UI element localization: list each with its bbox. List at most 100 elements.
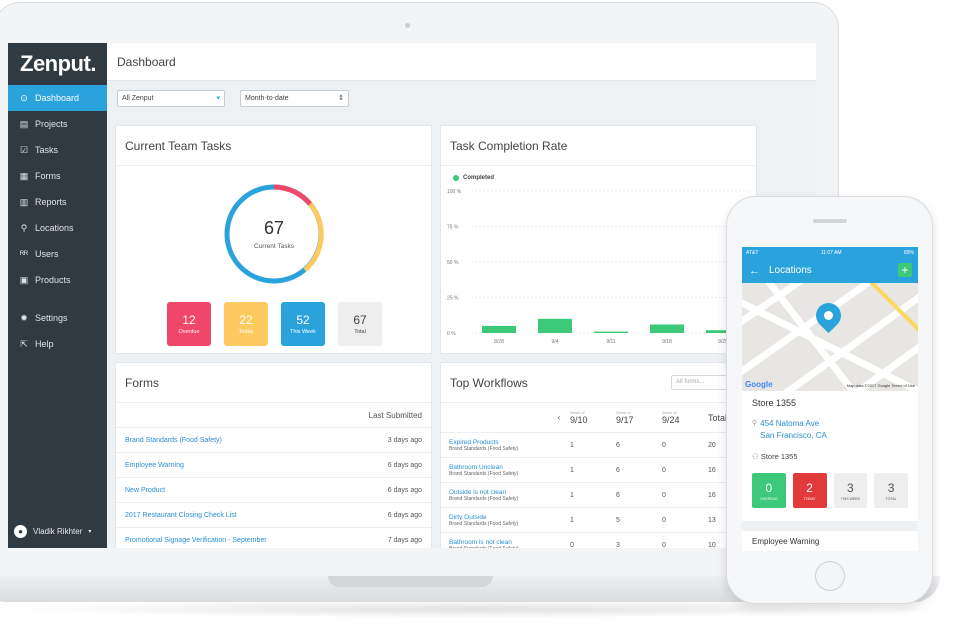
forms-card: Forms Last Submitted Brand Standards (Fo… xyxy=(115,362,432,548)
phone-tile-today[interactable]: 2 TODAY xyxy=(792,473,827,508)
sidebar-item-projects[interactable]: ▤ Projects xyxy=(8,111,107,137)
table-row[interactable]: Bathroom Unclean Brand Standards (Food Sa… xyxy=(441,458,756,483)
workflow-name[interactable]: Dirty Outside xyxy=(449,513,487,521)
legend-swatch xyxy=(453,175,459,181)
form-name[interactable]: 2017 Restaurant Closing Check List xyxy=(125,511,237,519)
tile-this-week[interactable]: 52 This Week xyxy=(281,302,325,346)
store-icon: ⚇ xyxy=(752,452,761,461)
workflow-name[interactable]: Bathroom Unclean xyxy=(449,463,503,471)
chart-bar[interactable] xyxy=(538,318,572,333)
workflow-name[interactable]: Bathroom is not clean xyxy=(449,538,512,546)
tile-label: Total xyxy=(354,329,366,335)
table-row[interactable]: 2017 Restaurant Closing Check List 6 days… xyxy=(116,503,431,528)
main-content: Dashboard All Zenput ▾ Month-to-date ⇕ Cur… xyxy=(107,43,816,548)
google-logo: Google xyxy=(745,380,773,389)
table-row[interactable]: Employee Warning 6 days ago xyxy=(116,453,431,478)
y-tick-label: 50 % xyxy=(447,260,459,266)
sidebar-item-locations[interactable]: ⚲ Locations xyxy=(8,215,107,241)
donut-total: 67 xyxy=(264,218,284,238)
sidebar-item-forms[interactable]: ▦ Forms xyxy=(8,163,107,189)
phone-tile-total[interactable]: 3 TOTAL xyxy=(874,473,908,508)
week-count: 1 xyxy=(570,441,574,449)
carrier: AT&T xyxy=(746,249,759,256)
x-tick-label: 9/18 xyxy=(662,339,672,345)
sidebar-item-help[interactable]: ⇱ Help xyxy=(8,331,107,357)
donut-segment-today xyxy=(303,202,324,272)
tile-value: 52 xyxy=(296,313,310,327)
app-logo[interactable]: Zenput. xyxy=(20,51,96,76)
tile-overdue[interactable]: 12 Overdue xyxy=(167,302,211,346)
sidebar-item-label: Settings xyxy=(35,313,68,323)
table-row[interactable]: Brand Standards (Food Safety) 3 days ago xyxy=(116,428,431,453)
table-row[interactable]: Outside is not clean Brand Standards (Foo… xyxy=(441,483,756,508)
help-icon: ⇱ xyxy=(20,338,28,349)
tile-value: 67 xyxy=(353,313,367,327)
address-line2: San Francisco, CA xyxy=(760,431,827,440)
workflows-table: ‹ Week of 9/10 Week of 9/17 Week of 9/24 To… xyxy=(441,403,756,548)
sidebar-item-tasks[interactable]: ☑ Tasks xyxy=(8,137,107,163)
week-count: 0 xyxy=(570,541,574,549)
table-row[interactable]: Dirty Outside Brand Standards (Food Safet… xyxy=(441,508,756,533)
reports-icon: ▥ xyxy=(19,196,29,207)
form-name[interactable]: Brand Standards (Food Safety) xyxy=(125,436,222,444)
tile-label: This Week xyxy=(290,329,316,335)
table-row[interactable]: Expired Products Brand Standards (Food Sa… xyxy=(441,433,756,458)
user-menu[interactable]: ● Vladik Rikhter ▾ xyxy=(14,525,91,538)
store-card: Store 1355 ⚲ 454 Natoma Ave San Francisco… xyxy=(742,391,918,508)
workflow-name[interactable]: Expired Products xyxy=(449,438,499,446)
sidebar-item-label: Products xyxy=(35,275,71,285)
workflow-name[interactable]: Outside is not clean xyxy=(449,488,507,496)
week-count: 0 xyxy=(662,516,666,524)
chart-bar[interactable] xyxy=(650,324,684,333)
workflow-cell: Dirty Outside Brand Standards (Food Safet… xyxy=(441,514,548,527)
form-last-submitted: 6 days ago xyxy=(387,511,422,519)
y-tick-label: 100 % xyxy=(447,189,462,195)
store-label: Store 1355 xyxy=(760,452,798,461)
chart-bar[interactable] xyxy=(594,331,628,333)
sidebar-item-dashboard[interactable]: ⊙ Dashboard xyxy=(8,85,107,111)
phone-divider xyxy=(742,521,918,531)
form-name[interactable]: Promotional Signage Verification - Septe… xyxy=(125,536,267,544)
tile-total[interactable]: 67 Total xyxy=(338,302,382,346)
table-row[interactable]: New Product 6 days ago xyxy=(116,478,431,503)
week-count: 1 xyxy=(570,516,574,524)
sidebar-item-products[interactable]: ▣ Products xyxy=(8,267,107,293)
forms-title: Forms xyxy=(116,363,431,403)
form-name[interactable]: Employee Warning xyxy=(125,461,184,469)
locations-icon: ⚲ xyxy=(20,222,28,233)
back-arrow-icon[interactable]: ← xyxy=(749,264,760,277)
week-col-0: Week of 9/10 xyxy=(570,410,616,425)
tile-today[interactable]: 22 Today xyxy=(224,302,268,346)
sidebar-item-reports[interactable]: ▥ Reports xyxy=(8,189,107,215)
form-name[interactable]: New Product xyxy=(125,486,166,494)
week-count: 1 xyxy=(570,466,574,474)
phone-status-bar: AT&T 11:07 AM 89% xyxy=(742,247,918,258)
chevron-left-icon[interactable]: ‹ xyxy=(557,413,561,422)
x-tick-label: 8/28 xyxy=(494,339,504,345)
map[interactable]: Google Map data ©2017 Google Terms of Us… xyxy=(742,283,918,391)
workflow-form: Brand Standards (Food Safety) xyxy=(449,520,519,527)
table-row[interactable]: Promotional Signage Verification - Septe… xyxy=(116,528,431,548)
scope-select[interactable]: All Zenput ▾ xyxy=(117,89,225,107)
chart-bar[interactable] xyxy=(706,330,740,333)
filter-bar: All Zenput ▾ Month-to-date ⇕ xyxy=(107,81,816,115)
phone-tile-overdue[interactable]: 0 OVERDUE xyxy=(752,473,786,508)
phone-tile-this-week[interactable]: 3 THIS WEEK xyxy=(833,473,868,508)
sidebar-item-users[interactable]: ᴿᴿ Users xyxy=(8,241,107,267)
legend-label: Completed xyxy=(463,175,495,181)
phone-list-item[interactable]: Employee Warning xyxy=(752,537,820,546)
chart-bar[interactable] xyxy=(482,325,516,333)
add-button[interactable]: + xyxy=(898,263,912,277)
workflows-search-input[interactable]: All forms... xyxy=(671,375,731,390)
week-col-1: Week of 9/17 xyxy=(616,410,662,425)
week-count: 3 xyxy=(616,541,620,549)
store-address[interactable]: ⚲ 454 Natoma Ave San Francisco, CA xyxy=(752,418,908,442)
sidebar-item-settings[interactable]: ✹ Settings xyxy=(8,305,107,331)
donut-segment-overdue xyxy=(273,184,312,206)
workflows-title: Top Workflows xyxy=(441,363,756,403)
period-select[interactable]: Month-to-date ⇕ xyxy=(240,89,349,107)
week-count: 0 xyxy=(662,541,666,549)
forms-list: Brand Standards (Food Safety) 3 days ago E… xyxy=(116,428,431,548)
home-button[interactable] xyxy=(815,561,845,591)
